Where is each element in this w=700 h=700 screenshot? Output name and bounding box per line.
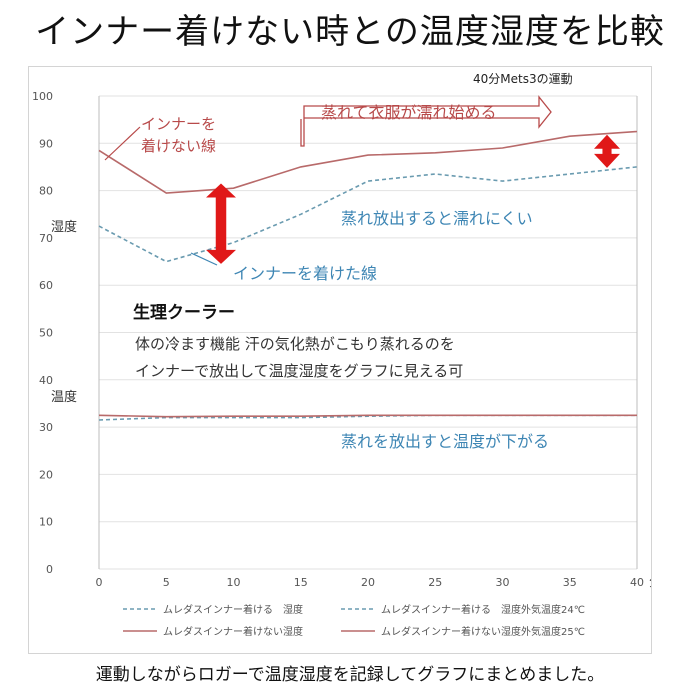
y-tick-label: 50 <box>39 327 53 340</box>
grid-layer <box>98 95 638 570</box>
y-tick-label: 70 <box>39 232 53 245</box>
series-line-4 <box>98 414 637 418</box>
x-tick-label: 25 <box>428 576 442 589</box>
no-inner-line-label-2: 着けない線 <box>141 137 216 155</box>
x-tick-label: 15 <box>294 576 308 589</box>
footer-caption: 運動しながらロガーで温度湿度を記録してグラフにまとめました。 <box>95 665 605 685</box>
y-label-temperature: 温度 <box>51 389 77 405</box>
inner-line-leader <box>190 252 218 266</box>
humidity-temperature-line-chart: 0 10 20 30 40 50 60 70 80 90 100 0 5 10 15 20 25 30 35 40 分 湿… <box>32 72 651 638</box>
no-inner-line-label-1: インナーを <box>141 115 216 133</box>
x-tick-label: 40 <box>630 576 644 589</box>
cooler-text-1: 体の冷ます機能 汗の気化熱がこもり蒸れるのを <box>135 335 455 353</box>
x-unit-label: 分 <box>649 575 651 590</box>
legend-label-4: ムレダスインナー着けない湿度外気温度25℃ <box>381 625 585 638</box>
y-tick-label: 80 <box>39 185 53 198</box>
y-tick-label: 20 <box>39 468 53 481</box>
cooler-text-2: インナーで放出して温度湿度をグラフに見える可 <box>135 362 463 380</box>
y-tick-label: 30 <box>39 421 53 434</box>
y-tick-label: 0 <box>46 563 53 576</box>
axis-layer: 0 10 20 30 40 50 60 70 80 90 100 0 5 10 15 20 25 30 35 40 分 湿… <box>32 90 651 590</box>
legend-label-2: ムレダスインナー着ける 湿度外気温度24℃ <box>381 603 585 616</box>
y-tick-label: 10 <box>39 516 53 529</box>
chart-frame: 0 10 20 30 40 50 60 70 80 90 100 0 5 10 15 20 25 30 35 40 分 湿… <box>28 66 652 654</box>
page-title: インナー着けない時との温度湿度を比較 <box>35 12 665 52</box>
x-tick-label: 0 <box>96 576 103 589</box>
x-tick-label: 5 <box>163 576 170 589</box>
temp-drop-label: 蒸れを放出すと温度が下がる <box>341 432 549 451</box>
legend-layer: ムレダスインナー着ける 湿度 ムレダスインナー着ける 湿度外気温度24℃ ムレダスイ… <box>123 603 585 638</box>
y-tick-label: 100 <box>32 90 53 103</box>
x-tick-label: 35 <box>563 576 577 589</box>
red-double-arrow-left <box>206 183 236 264</box>
x-tick-label: 10 <box>227 576 241 589</box>
y-tick-label: 40 <box>39 374 53 387</box>
series-line-3 <box>98 130 638 194</box>
series-layer <box>98 130 638 421</box>
legend-label-3: ムレダスインナー着けない湿度 <box>163 625 303 638</box>
y-tick-label: 90 <box>39 137 53 150</box>
x-tick-label: 30 <box>496 576 510 589</box>
exercise-label: 40分Mets3の運動 <box>473 72 573 86</box>
y-tick-label: 60 <box>39 279 53 292</box>
release-not-wet-label: 蒸れ放出すると濡れにくい <box>341 209 533 228</box>
inner-line-label: インナーを着けた線 <box>233 264 377 283</box>
x-tick-label: 20 <box>361 576 375 589</box>
wet-start-label: 蒸れて衣服が濡れ始める <box>321 103 497 122</box>
cooler-title: 生理クーラー <box>133 302 235 323</box>
series-line-1 <box>98 166 638 263</box>
y-label-humidity: 湿度 <box>51 219 77 235</box>
wet-start-arrow <box>300 95 552 147</box>
red-double-arrow-right <box>594 134 620 168</box>
no-inner-leader-line <box>104 126 141 161</box>
legend-label-1: ムレダスインナー着ける 湿度 <box>163 603 303 616</box>
